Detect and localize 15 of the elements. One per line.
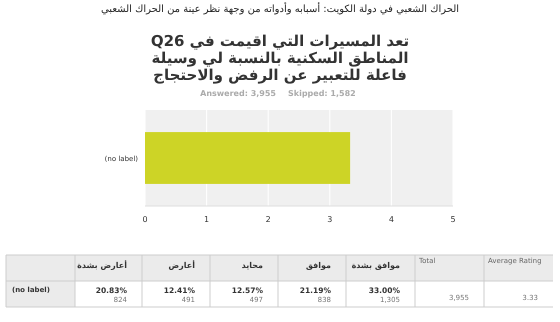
- x-tick-label: 1: [204, 215, 210, 224]
- text: موافق: [306, 261, 332, 270]
- x-tick-label: 0: [142, 215, 148, 224]
- text: أعارض: [168, 260, 196, 270]
- text: محايد: [242, 261, 264, 270]
- x-tick-label: 4: [388, 215, 394, 224]
- x-tick-label: 5: [450, 215, 456, 224]
- x-tick-label: 3: [327, 215, 332, 224]
- chart-subtitle: Q26 تعد المسيرات التي اقيمت في المناطق السكنية بالنسبة لي وسيلة فاعلة للتعبير عن الرفض والاحتجاج: [150, 32, 410, 84]
- text: Answered: 3,955: [200, 89, 276, 98]
- text: موافق بشدة: [352, 261, 400, 270]
- text: أعارض بشدة: [77, 260, 128, 270]
- x-tick-label: 2: [266, 215, 271, 224]
- chart-title: الحراك الشعبي في دولة الكويت: أسبابه وأدواته من وجهة نظر عينة من الحراك الشعبي: [100, 4, 460, 15]
- text: Skipped: 1,582: [288, 89, 356, 98]
